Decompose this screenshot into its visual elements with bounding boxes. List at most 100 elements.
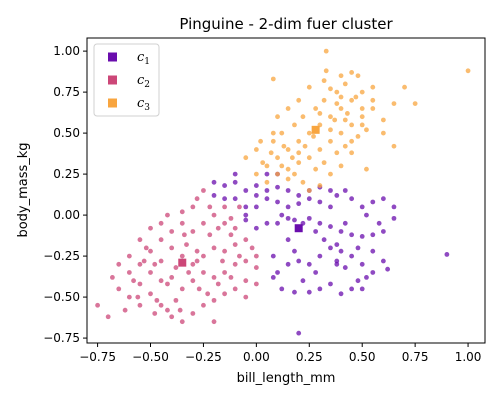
point-c2 [253, 265, 259, 270]
point-c1 [296, 193, 302, 198]
point-c1 [334, 242, 340, 248]
point-c1 [306, 215, 312, 221]
legend: c1 c2 c3 [93, 43, 160, 117]
point-c2 [148, 248, 153, 254]
point-c1 [334, 261, 340, 267]
point-c1 [275, 199, 280, 205]
point-c2 [154, 297, 160, 303]
point-c2 [228, 215, 234, 221]
point-c3 [311, 133, 316, 139]
point-c3 [275, 155, 280, 161]
point-c3 [338, 94, 344, 100]
point-c1 [243, 204, 249, 210]
point-c3 [364, 166, 369, 172]
point-c3 [342, 143, 348, 149]
point-c1 [342, 188, 348, 193]
point-c1 [364, 212, 369, 218]
point-c1 [359, 204, 365, 210]
point-c2 [243, 258, 249, 264]
point-c1 [275, 270, 280, 275]
point-c2 [152, 261, 158, 267]
point-c3 [321, 78, 327, 84]
point-c1 [342, 265, 348, 270]
point-c3 [285, 176, 291, 182]
point-c3 [349, 150, 355, 156]
point-c3 [296, 150, 302, 156]
point-c1 [349, 286, 355, 292]
point-c2 [211, 212, 217, 218]
point-c1 [264, 196, 270, 202]
point-c2 [179, 286, 185, 292]
point-c1 [296, 258, 302, 264]
point-c3 [296, 160, 302, 166]
point-c3 [300, 179, 306, 185]
point-c1 [328, 245, 333, 251]
point-c3 [355, 133, 361, 139]
point-c3 [338, 106, 344, 111]
point-c3 [270, 76, 276, 82]
point-c3 [270, 130, 276, 136]
point-c1 [355, 245, 361, 251]
point-c3 [328, 127, 333, 133]
point-c2 [141, 258, 147, 264]
point-c3 [253, 171, 259, 177]
point-c1 [279, 212, 285, 218]
x-tick-label: 0.25 [296, 350, 323, 364]
point-c2 [179, 220, 185, 226]
point-c2 [169, 245, 175, 251]
point-c2 [126, 270, 132, 275]
point-c3 [328, 86, 333, 92]
point-c3 [264, 179, 270, 185]
point-c2 [137, 261, 143, 267]
point-c1 [232, 171, 238, 177]
point-c3 [292, 171, 297, 177]
y-tick-label: 0.75 [53, 85, 80, 99]
point-c1 [328, 281, 333, 287]
point-c3 [306, 130, 312, 136]
point-c3 [338, 73, 344, 79]
point-c2 [152, 311, 158, 316]
legend-marker-c3 [108, 98, 117, 108]
point-c1 [338, 291, 344, 297]
point-c1 [306, 289, 312, 295]
legend-label-c2: c2 [137, 73, 150, 90]
y-axis-label: body_mass_kg [16, 142, 31, 237]
point-c3 [328, 114, 333, 120]
point-c2 [186, 270, 192, 275]
point-c2 [222, 220, 228, 226]
point-c3 [279, 130, 285, 136]
point-c2 [143, 245, 149, 251]
point-c3 [332, 117, 338, 123]
point-c3 [264, 163, 270, 169]
point-c1 [370, 232, 376, 238]
point-c1 [222, 183, 228, 188]
point-c3 [300, 114, 306, 120]
point-c2 [169, 275, 175, 280]
point-c2 [211, 245, 217, 251]
point-c1 [292, 217, 297, 223]
point-c1 [355, 278, 361, 284]
point-c2 [95, 302, 100, 308]
point-c2 [135, 294, 141, 300]
point-c3 [465, 68, 471, 74]
point-c2 [237, 204, 242, 210]
point-c2 [169, 229, 175, 234]
point-c2 [215, 281, 221, 287]
point-c1 [359, 261, 365, 267]
point-c3 [380, 130, 386, 136]
point-c1 [222, 196, 228, 202]
point-c2 [179, 253, 185, 259]
point-c3 [349, 97, 355, 103]
point-c2 [222, 204, 228, 210]
y-tick-label: 0.25 [53, 167, 80, 181]
point-c2 [194, 196, 200, 202]
point-c3 [353, 94, 359, 100]
point-c3 [306, 188, 312, 193]
point-c1 [349, 232, 355, 238]
point-c2 [158, 258, 164, 264]
point-c3 [285, 147, 291, 152]
point-c3 [279, 163, 285, 169]
point-c3 [412, 101, 418, 106]
plot-frame [86, 37, 486, 344]
point-c1 [243, 212, 249, 218]
